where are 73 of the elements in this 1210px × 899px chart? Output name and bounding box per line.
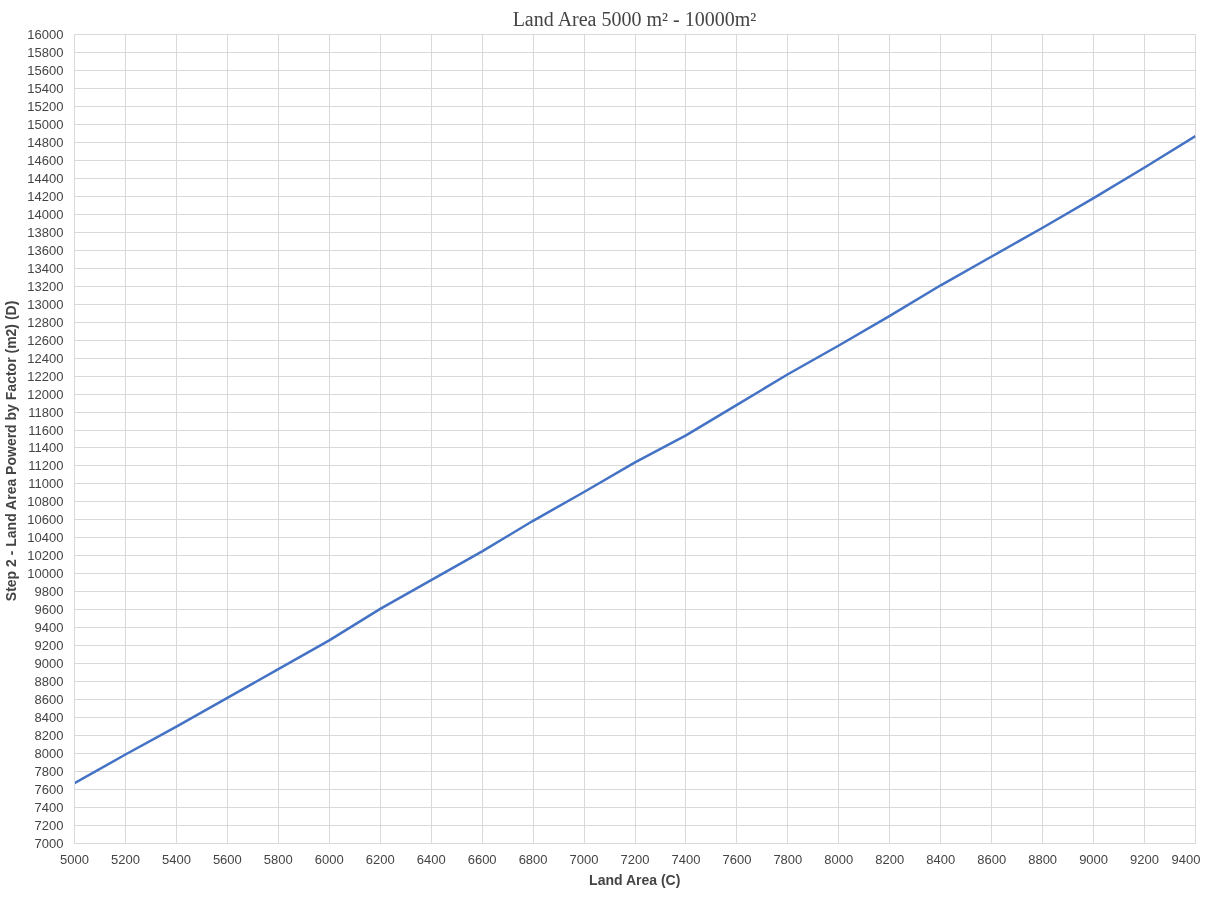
y-tick-label: 14800: [27, 134, 64, 150]
y-tick-label: 15200: [27, 98, 64, 114]
x-tick-label: 7400: [671, 851, 701, 867]
y-tick-label: 12800: [27, 314, 64, 330]
y-tick-label: 10800: [27, 494, 64, 510]
y-tick-label: 10400: [27, 530, 64, 546]
y-tick-label: 15000: [27, 116, 64, 132]
x-tick-label: 7600: [722, 851, 752, 867]
y-tick-label: 13200: [27, 278, 64, 294]
y-tick-label: 14000: [27, 206, 64, 222]
y-tick-label: 7600: [34, 782, 64, 798]
x-tick-label: 8600: [977, 851, 1007, 867]
x-tick-label: 9000: [1079, 851, 1109, 867]
y-tick-label: 15400: [27, 80, 64, 96]
x-tick-label: 5600: [212, 851, 242, 867]
y-tick-label: 7000: [34, 836, 64, 851]
y-tick-label: 7200: [34, 818, 64, 834]
y-tick-label: 11200: [28, 458, 64, 474]
y-tick-label: 10200: [27, 548, 64, 564]
y-tick-label: 10600: [27, 512, 64, 528]
y-tick-label: 8200: [34, 728, 64, 744]
chart-title: Land Area 5000 m² - 10000m²: [512, 7, 757, 30]
y-tick-label: 15800: [27, 44, 64, 60]
y-tick-label: 12400: [27, 350, 64, 366]
x-tick-label: 7800: [773, 851, 803, 867]
y-tick-label: 15600: [27, 62, 64, 78]
y-tick-label: 13000: [27, 296, 64, 312]
x-tick-label: 9200: [1130, 851, 1160, 867]
y-tick-label: 9600: [34, 602, 64, 618]
x-tick-label: 7200: [620, 851, 650, 867]
x-tick-label: 9400: [1171, 851, 1201, 867]
y-axis-title: Step 2 - Land Area Powerd by Factor (m2) (D): [3, 300, 20, 602]
x-tick-label: 5800: [263, 851, 293, 867]
line-series: [74, 134, 1196, 785]
y-tick-label: 8400: [34, 710, 64, 726]
y-tick-label: 12200: [27, 368, 64, 384]
x-tick-label: 6800: [518, 851, 548, 867]
y-tick-label: 16000: [27, 27, 64, 42]
x-tick-label: 8000: [824, 851, 854, 867]
y-tick-label: 9400: [34, 620, 64, 636]
y-tick-label: 14600: [27, 152, 64, 168]
y-tick-label: 10000: [27, 566, 64, 582]
y-tick-label: 7400: [34, 800, 64, 816]
y-tick-label: 9800: [34, 584, 64, 600]
y-tick-label: 12600: [27, 332, 64, 348]
x-tick-label: 5400: [161, 851, 191, 867]
x-axis-title: Land Area (C): [589, 871, 681, 888]
y-tick-label: 13400: [27, 260, 64, 276]
y-tick-label: 9200: [34, 638, 64, 654]
x-tick-label: 5000: [60, 851, 89, 867]
x-tick-label: 5200: [110, 851, 140, 867]
y-tick-label: 13600: [27, 242, 64, 258]
y-tick-label: 11600: [28, 422, 64, 438]
x-tick-label: 7000: [569, 851, 599, 867]
y-tick-label: 9000: [34, 656, 64, 672]
y-tick-label: 14400: [27, 170, 64, 186]
y-tick-label: 13800: [27, 224, 64, 240]
y-tick-label: 11800: [28, 404, 64, 420]
x-tick-label: 6600: [467, 851, 497, 867]
y-tick-label: 11000: [28, 476, 64, 492]
y-tick-label: 14200: [27, 188, 64, 204]
x-tick-label: 6000: [314, 851, 344, 867]
y-tick-label: 8800: [34, 674, 64, 690]
y-tick-label: 12000: [27, 386, 64, 402]
y-tick-label: 7800: [34, 764, 64, 780]
y-tick-label: 8600: [34, 692, 64, 708]
x-tick-label: 6200: [365, 851, 395, 867]
x-tick-label: 8400: [926, 851, 956, 867]
x-tick-label: 8800: [1028, 851, 1058, 867]
x-tick-label: 8200: [875, 851, 905, 867]
x-tick-label: 6400: [416, 851, 446, 867]
y-tick-label: 8000: [34, 746, 64, 762]
y-tick-label: 11400: [28, 440, 64, 456]
